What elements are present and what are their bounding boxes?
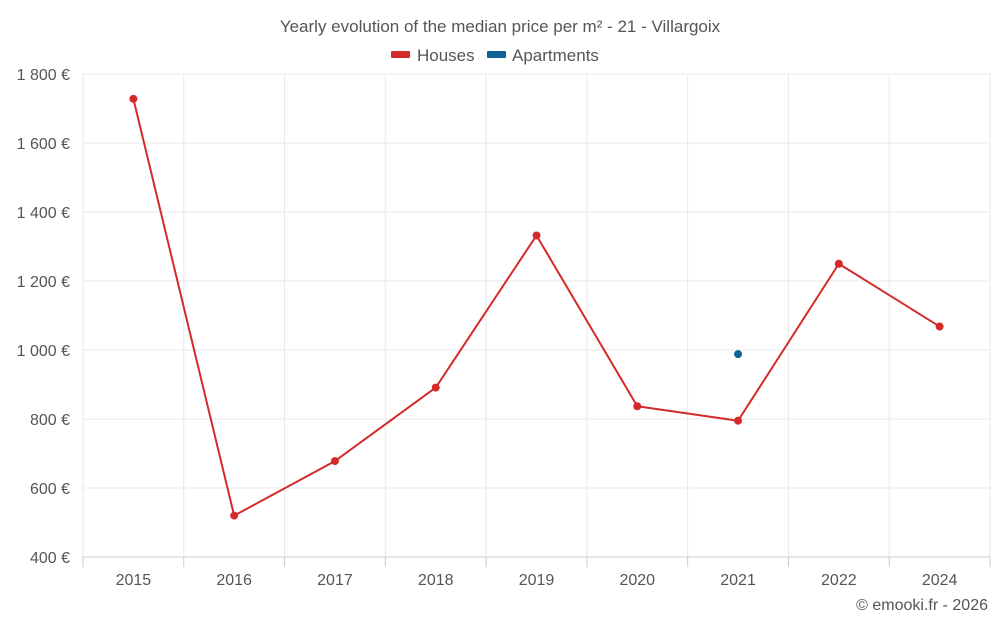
series-line-houses	[132, 98, 941, 517]
legend-item-apartments[interactable]: Apartments	[487, 46, 599, 65]
legend-swatch-houses	[391, 51, 410, 58]
data-point-houses-2016[interactable]	[230, 511, 239, 520]
x-tick-label: 2019	[519, 572, 555, 589]
x-axis-ticks: 2015 2016 2017 2018 2019 2020 2021 2022 2024	[82, 557, 991, 589]
chart-title: Yearly evolution of the median price per…	[280, 17, 721, 36]
series	[129, 94, 944, 520]
y-tick-label: 800 €	[30, 412, 70, 429]
data-point-houses-2020[interactable]	[633, 402, 642, 411]
y-tick-label: 1 600 €	[17, 136, 70, 153]
y-tick-label: 600 €	[30, 481, 70, 498]
data-point-houses-2022[interactable]	[834, 259, 843, 268]
legend-label-apartments: Apartments	[512, 46, 599, 65]
grid	[82, 73, 991, 558]
data-point-houses-2021[interactable]	[734, 416, 743, 425]
x-tick-label: 2020	[619, 572, 655, 589]
data-point-houses-2015[interactable]	[129, 94, 138, 103]
x-tick-label: 2017	[317, 572, 353, 589]
y-tick-label: 1 800 €	[17, 67, 70, 84]
y-axis-ticks: 400 € 600 € 800 € 1 000 € 1 200 € 1 400 € 1 60…	[17, 67, 70, 567]
x-tick-label: 2022	[821, 572, 857, 589]
x-tick-label: 2021	[720, 572, 756, 589]
legend: Houses Apartments	[391, 46, 599, 65]
data-point-houses-2017[interactable]	[330, 457, 339, 466]
x-tick-label: 2024	[922, 572, 958, 589]
x-tick-label: 2015	[116, 572, 152, 589]
y-tick-label: 400 €	[30, 550, 70, 567]
y-tick-label: 1 400 €	[17, 205, 70, 222]
data-point-houses-2024[interactable]	[935, 322, 944, 331]
data-point-apartments-2021[interactable]	[734, 350, 743, 359]
legend-swatch-apartments	[487, 51, 506, 58]
y-tick-label: 1 000 €	[17, 343, 70, 360]
x-tick-label: 2016	[216, 572, 252, 589]
credit-text: © emooki.fr - 2026	[856, 597, 988, 614]
data-point-houses-2018[interactable]	[431, 383, 440, 392]
x-tick-label: 2018	[418, 572, 454, 589]
legend-item-houses[interactable]: Houses	[391, 46, 475, 65]
legend-label-houses: Houses	[417, 46, 475, 65]
y-tick-label: 1 200 €	[17, 274, 70, 291]
data-point-houses-2019[interactable]	[532, 231, 541, 240]
